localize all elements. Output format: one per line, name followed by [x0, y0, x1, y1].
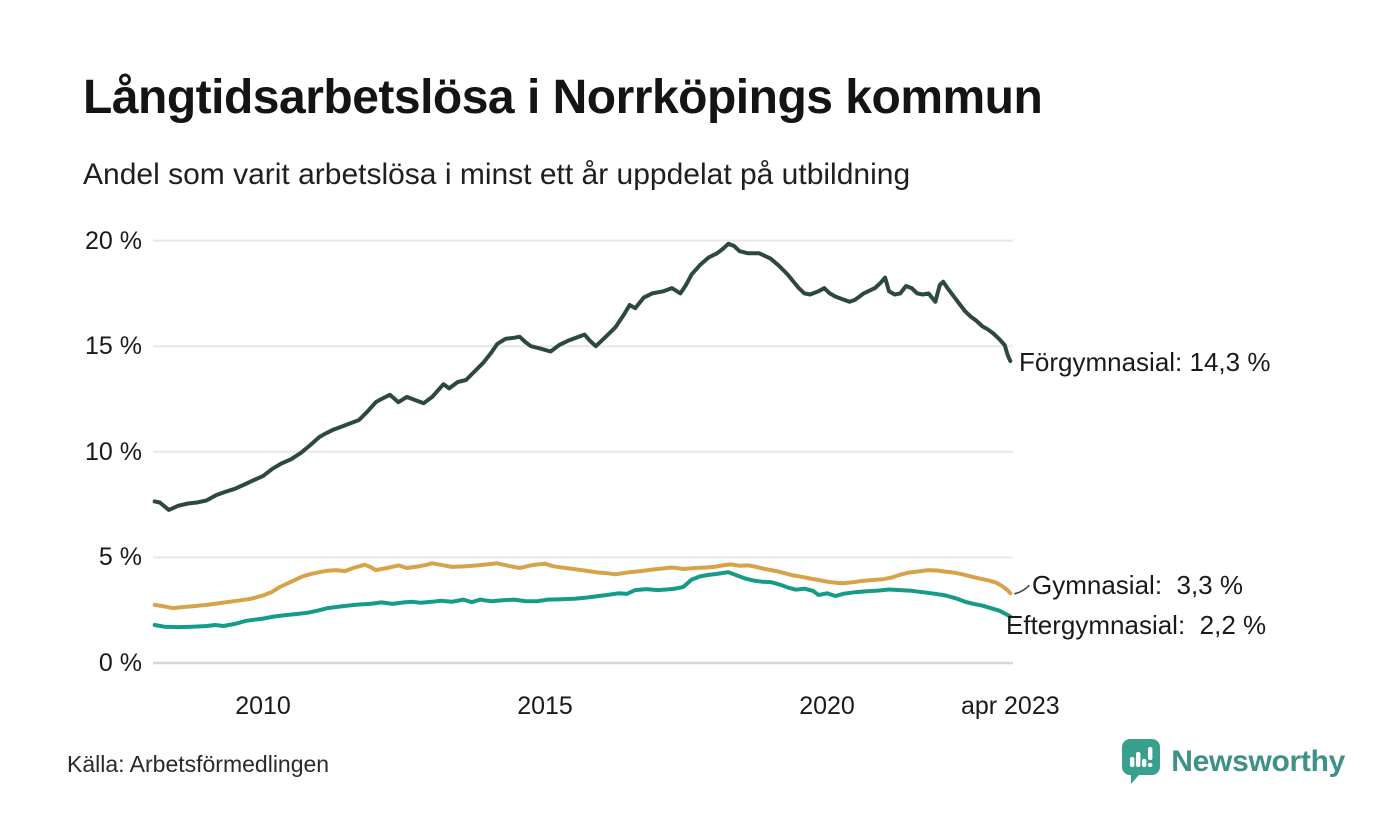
y-axis-tick-5: 5 % [98, 543, 142, 572]
brand-name: Newsworthy [1171, 744, 1345, 778]
series-line-eftergymnasial [152, 570, 1013, 630]
x-axis-tick-2020: 2020 [799, 692, 855, 720]
page-subtitle: Andel som varit arbetslösa i minst ett å… [83, 158, 911, 191]
newsworthy-logo-icon [1122, 739, 1161, 784]
series-line-förgymnasial [152, 241, 1013, 512]
series-label-gymnasial: Gymnasial: 3,3 % [1032, 570, 1243, 600]
series-line-gymnasial [152, 561, 1013, 611]
gymnasial-label-connector [1014, 584, 1030, 595]
y-axis-tick-10: 10 % [85, 437, 142, 466]
x-axis-tick-2010: 2010 [235, 692, 291, 720]
series-label-eftergymnasial: Eftergymnasial: 2,2 % [1006, 610, 1267, 640]
source-note: Källa: Arbetsförmedlingen [67, 751, 330, 777]
brand-lockup: Newsworthy [1121, 738, 1345, 785]
y-axis-tick-20: 20 % [85, 226, 142, 255]
x-axis-tick-2015: 2015 [517, 692, 573, 720]
page-title: Långtidsarbetslösa i Norrköpings kommun [83, 71, 1043, 124]
series-label-forgymnasial: Förgymnasial: 14,3 % [1019, 347, 1271, 377]
x-axis-tick-apr-2023: apr 2023 [960, 692, 1060, 720]
y-axis-tick-0: 0 % [98, 649, 142, 677]
y-axis-tick-15: 15 % [85, 332, 142, 361]
